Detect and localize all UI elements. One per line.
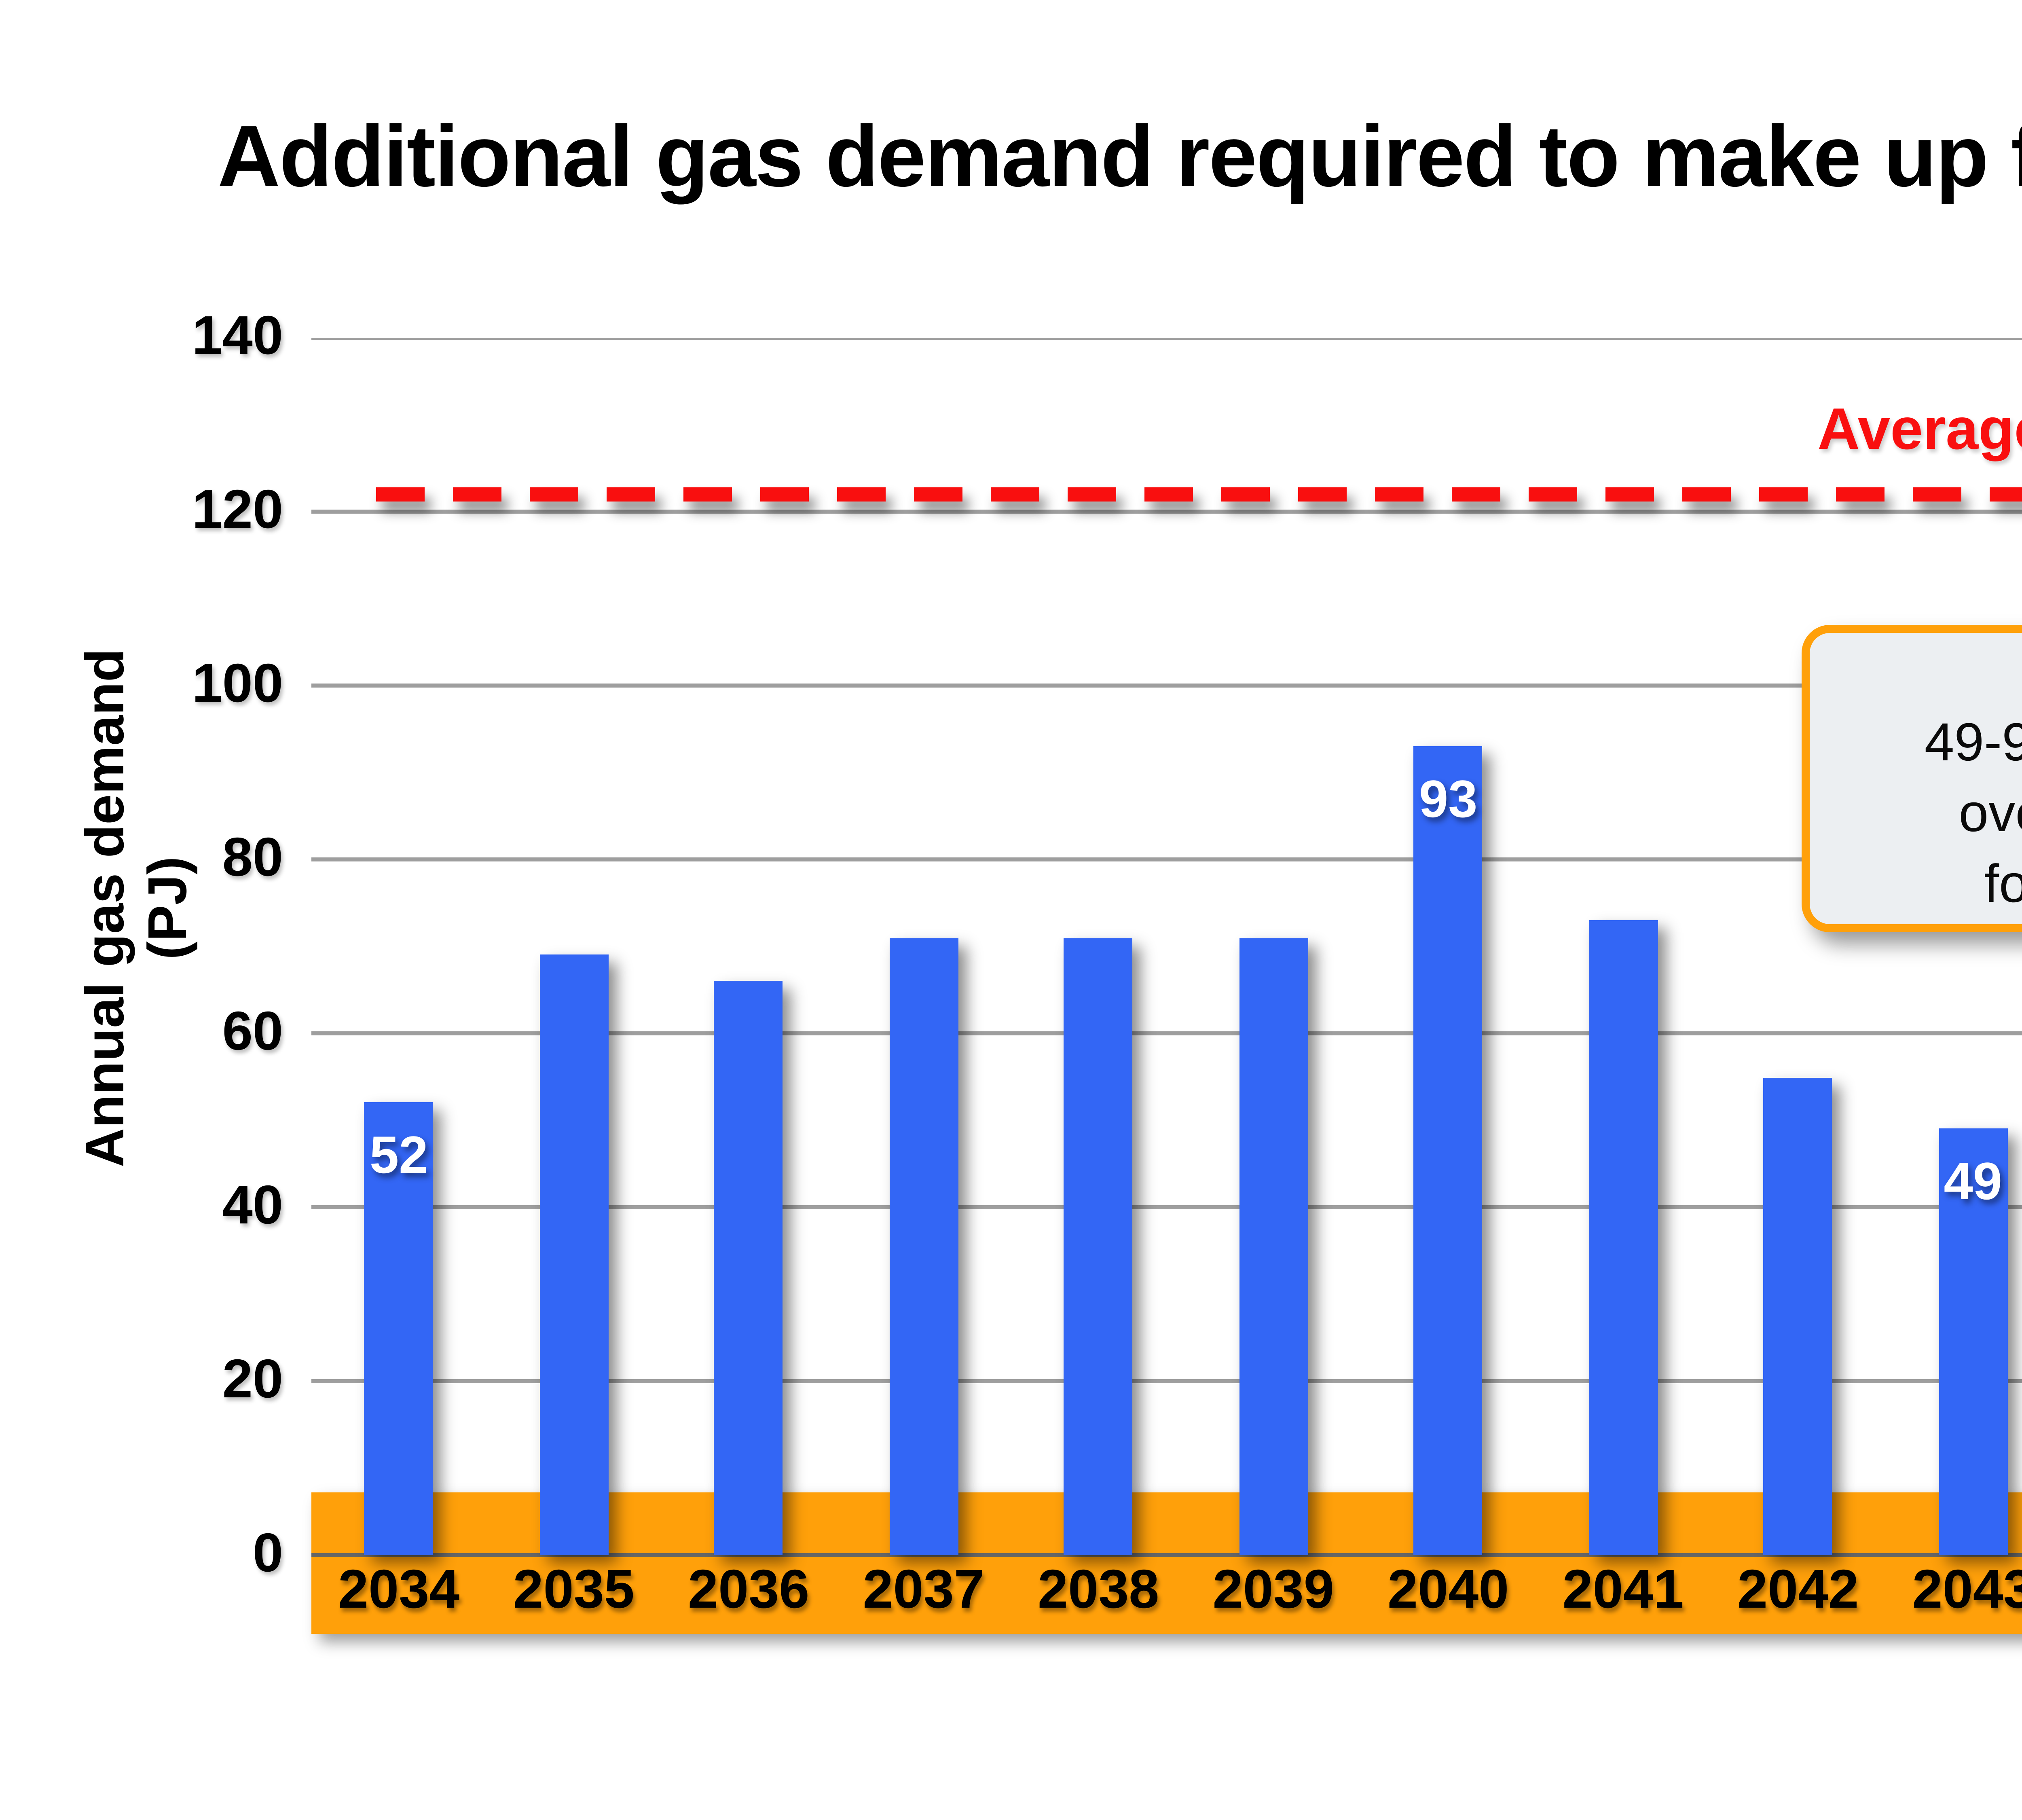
bar-2042 — [1764, 1077, 1833, 1555]
callout-text-line: Filling the gap would require — [1810, 637, 2022, 708]
gridline — [311, 684, 2022, 688]
callout-text-line: 49-93 PJ/year of additional gas demand — [1924, 712, 2022, 772]
x-tick-label-2034: 2034 — [338, 1559, 460, 1620]
gridline — [311, 1380, 2022, 1383]
reference-line-dash — [1836, 487, 1885, 502]
bar-2039 — [1239, 938, 1308, 1555]
reference-line-dash — [530, 487, 578, 502]
y-tick-label: 140 — [192, 305, 283, 366]
callout-box: Filling the gap would require 49-93 PJ/y… — [1802, 625, 2022, 932]
reference-line-dash — [1298, 487, 1347, 502]
reference-line-dash — [1375, 487, 1423, 502]
reference-line-dash — [1068, 487, 1116, 502]
reference-line-label: Average east coast GPG demand 2020-2024 — [1817, 398, 2022, 463]
reference-line-dash — [1913, 487, 1961, 502]
reference-line-dash — [453, 487, 501, 502]
y-tick-label: 80 — [222, 827, 283, 888]
x-tick-label-2043: 2043 — [1912, 1559, 2022, 1620]
reference-line-dash — [1452, 487, 1500, 502]
callout-text-line: forecasts shortages for that period. — [1984, 853, 2022, 914]
gridline — [311, 336, 2022, 340]
gridline — [311, 1032, 2022, 1035]
gridline — [311, 858, 2022, 861]
x-tick-label-2035: 2035 — [513, 1559, 635, 1620]
chart-title: Additional gas demand required to make u… — [217, 109, 2022, 206]
bar-2035 — [539, 955, 608, 1555]
reference-line-dash — [1605, 487, 1654, 502]
bar-value-label-2034: 52 — [369, 1125, 428, 1186]
x-tick-label-2038: 2038 — [1038, 1559, 1159, 1620]
reference-line-dash — [1144, 487, 1193, 502]
y-tick-label: 20 — [222, 1349, 283, 1410]
y-tick-label: 0 — [252, 1523, 283, 1583]
y-tick-label: 100 — [192, 653, 283, 714]
y-tick-label: 60 — [222, 1001, 283, 1062]
y-tick-label: 120 — [192, 479, 283, 540]
bar-2038 — [1064, 938, 1133, 1555]
x-tick-label-2036: 2036 — [688, 1559, 810, 1620]
bar-value-label-2040: 93 — [1419, 769, 1478, 830]
reference-line-dash — [1682, 487, 1731, 502]
x-tick-label-2037: 2037 — [863, 1559, 984, 1620]
y-tick-label: 40 — [222, 1175, 283, 1236]
bar-2040 — [1414, 747, 1483, 1555]
reference-line-dash — [760, 487, 809, 502]
reference-line-dash — [1221, 487, 1270, 502]
bar-2034 — [364, 1103, 434, 1555]
reference-line-dash — [376, 487, 425, 502]
x-tick-label-2040: 2040 — [1387, 1559, 1509, 1620]
x-tick-label-2042: 2042 — [1737, 1559, 1859, 1620]
bar-value-label-2043: 49 — [1944, 1151, 2003, 1212]
reference-line-dash — [991, 487, 1039, 502]
bar-2036 — [714, 981, 783, 1555]
bar-2037 — [889, 938, 958, 1555]
bar-2043 — [1938, 1129, 2007, 1555]
gridline — [311, 1206, 2022, 1209]
reference-line-dash — [914, 487, 962, 502]
reference-line-dash — [1990, 487, 2022, 502]
bar-2041 — [1588, 921, 1658, 1555]
reference-line-dash — [1759, 487, 1808, 502]
reference-line-dash — [837, 487, 886, 502]
reference-line-dash — [607, 487, 655, 502]
gridline — [311, 510, 2022, 514]
reference-line-dash — [683, 487, 732, 502]
x-tick-label-2039: 2039 — [1212, 1559, 1334, 1620]
callout-text-line: over 2034-2043 when AEMO already — [1959, 783, 2022, 843]
x-axis-line — [311, 1553, 2022, 1557]
reference-line-dash — [1529, 487, 1577, 502]
x-tick-label-2041: 2041 — [1562, 1559, 1684, 1620]
